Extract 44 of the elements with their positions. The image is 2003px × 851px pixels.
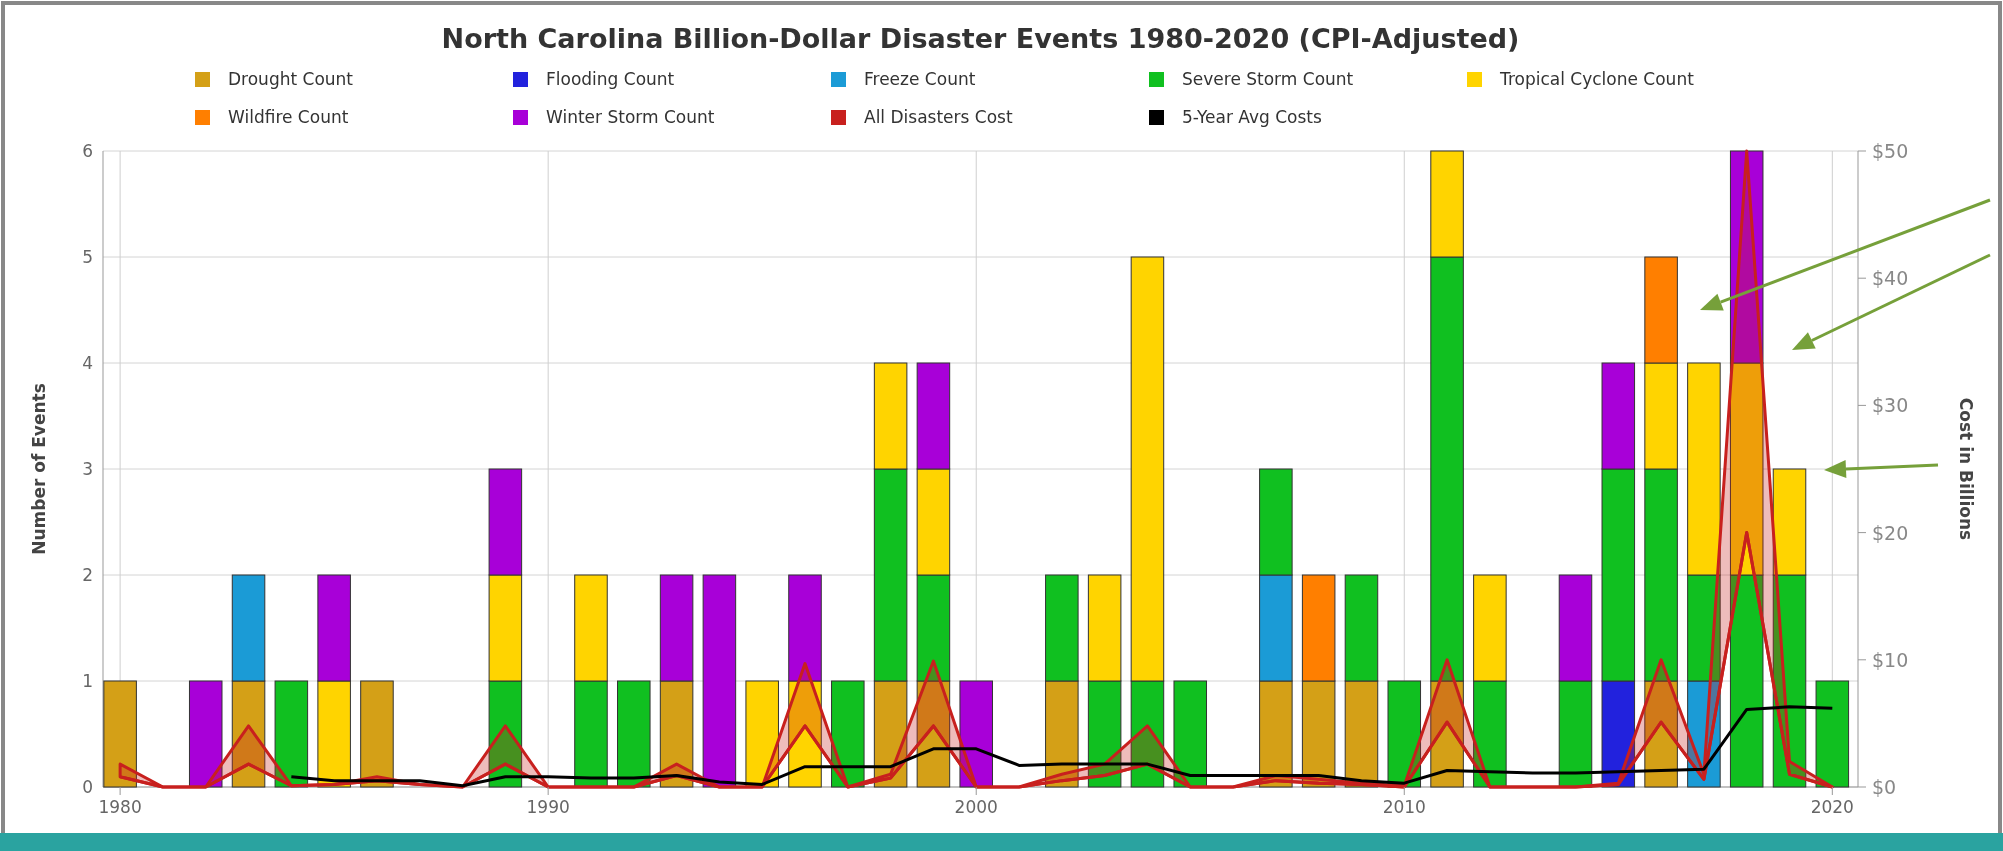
- line-series: [289, 705, 1834, 788]
- x-tick-label: 2020: [1810, 797, 1854, 817]
- bar: [617, 680, 651, 788]
- y2-tick-label: $30: [1872, 394, 1909, 417]
- legend-label: Freeze Count: [864, 69, 976, 89]
- bar: [1815, 680, 1850, 788]
- bar: [188, 680, 223, 788]
- legend-label: Drought Count: [228, 69, 354, 89]
- y2-tick-label: $10: [1872, 648, 1909, 671]
- y-tick-label: 1: [82, 671, 93, 691]
- bar: [1173, 680, 1208, 788]
- y-tick-label: 3: [82, 459, 93, 479]
- legend-label: Wildfire Count: [228, 107, 349, 127]
- legend-label: 5-Year Avg Costs: [1182, 107, 1323, 127]
- y2-tick-label: $20: [1872, 521, 1909, 544]
- legend-label: Severe Storm Count: [1182, 69, 1354, 89]
- x-tick-label: 2000: [954, 797, 998, 817]
- bar: [831, 680, 865, 788]
- y-tick-label: 2: [82, 565, 93, 585]
- y-tick-label: 6: [82, 141, 93, 161]
- legend-label: All Disasters Cost: [864, 107, 1013, 127]
- line-series: [118, 531, 1834, 789]
- legend-label: Winter Storm Count: [546, 107, 715, 127]
- bar: [103, 680, 137, 788]
- y-tick-label: 4: [82, 353, 93, 373]
- y-tick-label: 5: [82, 247, 93, 267]
- x-tick-label: 2010: [1382, 797, 1426, 817]
- bar: [959, 680, 993, 788]
- bar: [745, 680, 779, 788]
- bar: [360, 680, 394, 788]
- y2-tick-label: $0: [1872, 776, 1897, 798]
- legend-label: Flooding Count: [546, 69, 675, 89]
- x-tick-label: 1980: [98, 797, 142, 817]
- y2-tick-label: $40: [1872, 267, 1909, 290]
- bar: [1387, 680, 1422, 788]
- y2-axis-title: Cost in Billions: [1956, 397, 1976, 541]
- chart-title: North Carolina Billion-Dollar Disaster Events 1980-2020 (CPI-Adjusted): [441, 23, 1520, 54]
- legend-label: Tropical Cyclone Count: [1499, 69, 1695, 89]
- bar: [274, 680, 309, 788]
- y-tick-label: 0: [82, 777, 93, 797]
- y2-tick-label: $50: [1872, 140, 1909, 162]
- bar: [702, 574, 737, 788]
- y-axis-title: Number of Events: [29, 383, 49, 555]
- x-tick-label: 1990: [526, 797, 570, 817]
